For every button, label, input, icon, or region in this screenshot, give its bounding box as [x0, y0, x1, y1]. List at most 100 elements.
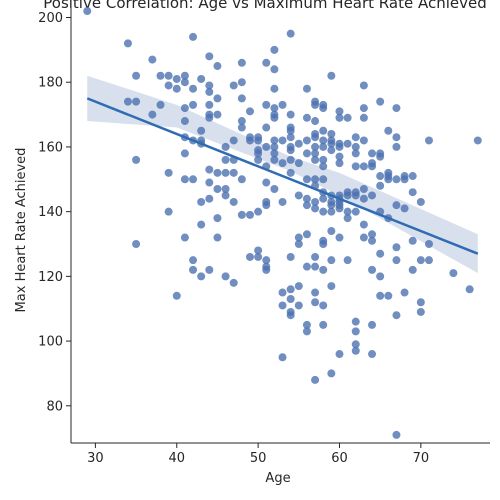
- data-point: [294, 139, 303, 148]
- data-point: [392, 243, 401, 252]
- x-tick-label: 60: [331, 451, 348, 466]
- data-point: [197, 126, 206, 135]
- data-point: [327, 201, 336, 210]
- data-point: [262, 123, 271, 132]
- data-point: [400, 288, 409, 297]
- data-point: [278, 288, 287, 297]
- data-point: [368, 265, 377, 274]
- data-point: [311, 155, 320, 164]
- data-point: [311, 100, 320, 109]
- data-point: [286, 110, 295, 119]
- data-point: [343, 214, 352, 223]
- data-point: [221, 142, 230, 151]
- data-point: [351, 133, 360, 142]
- data-point: [286, 126, 295, 135]
- data-point: [197, 74, 206, 83]
- data-point: [221, 191, 230, 200]
- data-point: [302, 230, 311, 239]
- data-point: [189, 100, 198, 109]
- data-point: [213, 168, 222, 177]
- data-point: [319, 240, 328, 248]
- data-point: [343, 256, 352, 265]
- data-point: [254, 246, 263, 255]
- data-point: [237, 117, 246, 126]
- data-point: [245, 252, 254, 261]
- confidence-band: [87, 75, 478, 274]
- data-point: [213, 214, 222, 223]
- data-point: [416, 298, 425, 307]
- data-point: [351, 162, 360, 171]
- y-axis-ticks: 80 100 120 140 160 180 200: [38, 11, 71, 414]
- data-point: [392, 256, 401, 265]
- data-point: [132, 97, 141, 106]
- data-point: [408, 265, 417, 274]
- chart-title: Positive Correlation: Age vs Maximum Hea…: [43, 0, 487, 12]
- data-point: [180, 233, 189, 242]
- data-point: [311, 142, 320, 151]
- data-point: [384, 291, 393, 300]
- data-point: [335, 350, 344, 359]
- data-point: [302, 262, 311, 271]
- data-point: [278, 100, 287, 109]
- y-tick-label: 180: [38, 76, 63, 91]
- data-point: [180, 175, 189, 184]
- data-point: [335, 233, 344, 242]
- y-tick-label: 100: [38, 335, 63, 350]
- data-point: [327, 129, 336, 138]
- data-point: [359, 194, 368, 203]
- data-point: [221, 272, 230, 281]
- data-point: [408, 172, 417, 181]
- data-point: [286, 311, 295, 320]
- data-point: [132, 71, 141, 80]
- data-point: [197, 197, 206, 206]
- data-point: [294, 233, 303, 242]
- data-point: [302, 201, 311, 210]
- data-point: [294, 301, 303, 310]
- data-point: [311, 288, 320, 297]
- data-point: [351, 317, 360, 326]
- data-point: [245, 136, 254, 145]
- data-point: [376, 272, 385, 281]
- data-point: [172, 84, 181, 93]
- data-point: [376, 181, 385, 190]
- data-point: [286, 285, 295, 294]
- data-point: [343, 139, 352, 148]
- data-point: [376, 249, 385, 258]
- data-point: [180, 71, 189, 80]
- data-point: [237, 58, 246, 67]
- data-point: [335, 113, 344, 122]
- data-point: [262, 100, 271, 109]
- data-point: [294, 159, 303, 168]
- data-point: [286, 146, 295, 155]
- data-point: [237, 94, 246, 103]
- data-point: [343, 207, 352, 216]
- data-point: [278, 353, 287, 362]
- data-point: [449, 269, 458, 278]
- data-point: [270, 185, 279, 193]
- data-point: [270, 142, 279, 151]
- data-point: [180, 117, 189, 126]
- data-point: [270, 45, 279, 54]
- data-point: [221, 185, 230, 193]
- data-point: [392, 142, 401, 151]
- data-point: [197, 272, 206, 281]
- y-tick-label: 140: [38, 205, 63, 220]
- data-point: [270, 149, 279, 158]
- data-point: [262, 201, 271, 210]
- data-point: [408, 188, 417, 197]
- data-point: [335, 142, 344, 151]
- data-point: [327, 71, 336, 80]
- data-point: [189, 175, 198, 184]
- data-point: [262, 178, 271, 187]
- x-tick-label: 70: [413, 451, 430, 466]
- data-point: [359, 81, 368, 90]
- data-point: [368, 236, 377, 245]
- data-point: [164, 168, 173, 177]
- data-point: [384, 175, 393, 184]
- data-point: [327, 227, 336, 236]
- data-point: [270, 155, 279, 164]
- data-point: [245, 210, 254, 219]
- data-point: [368, 162, 377, 171]
- data-point: [262, 142, 271, 151]
